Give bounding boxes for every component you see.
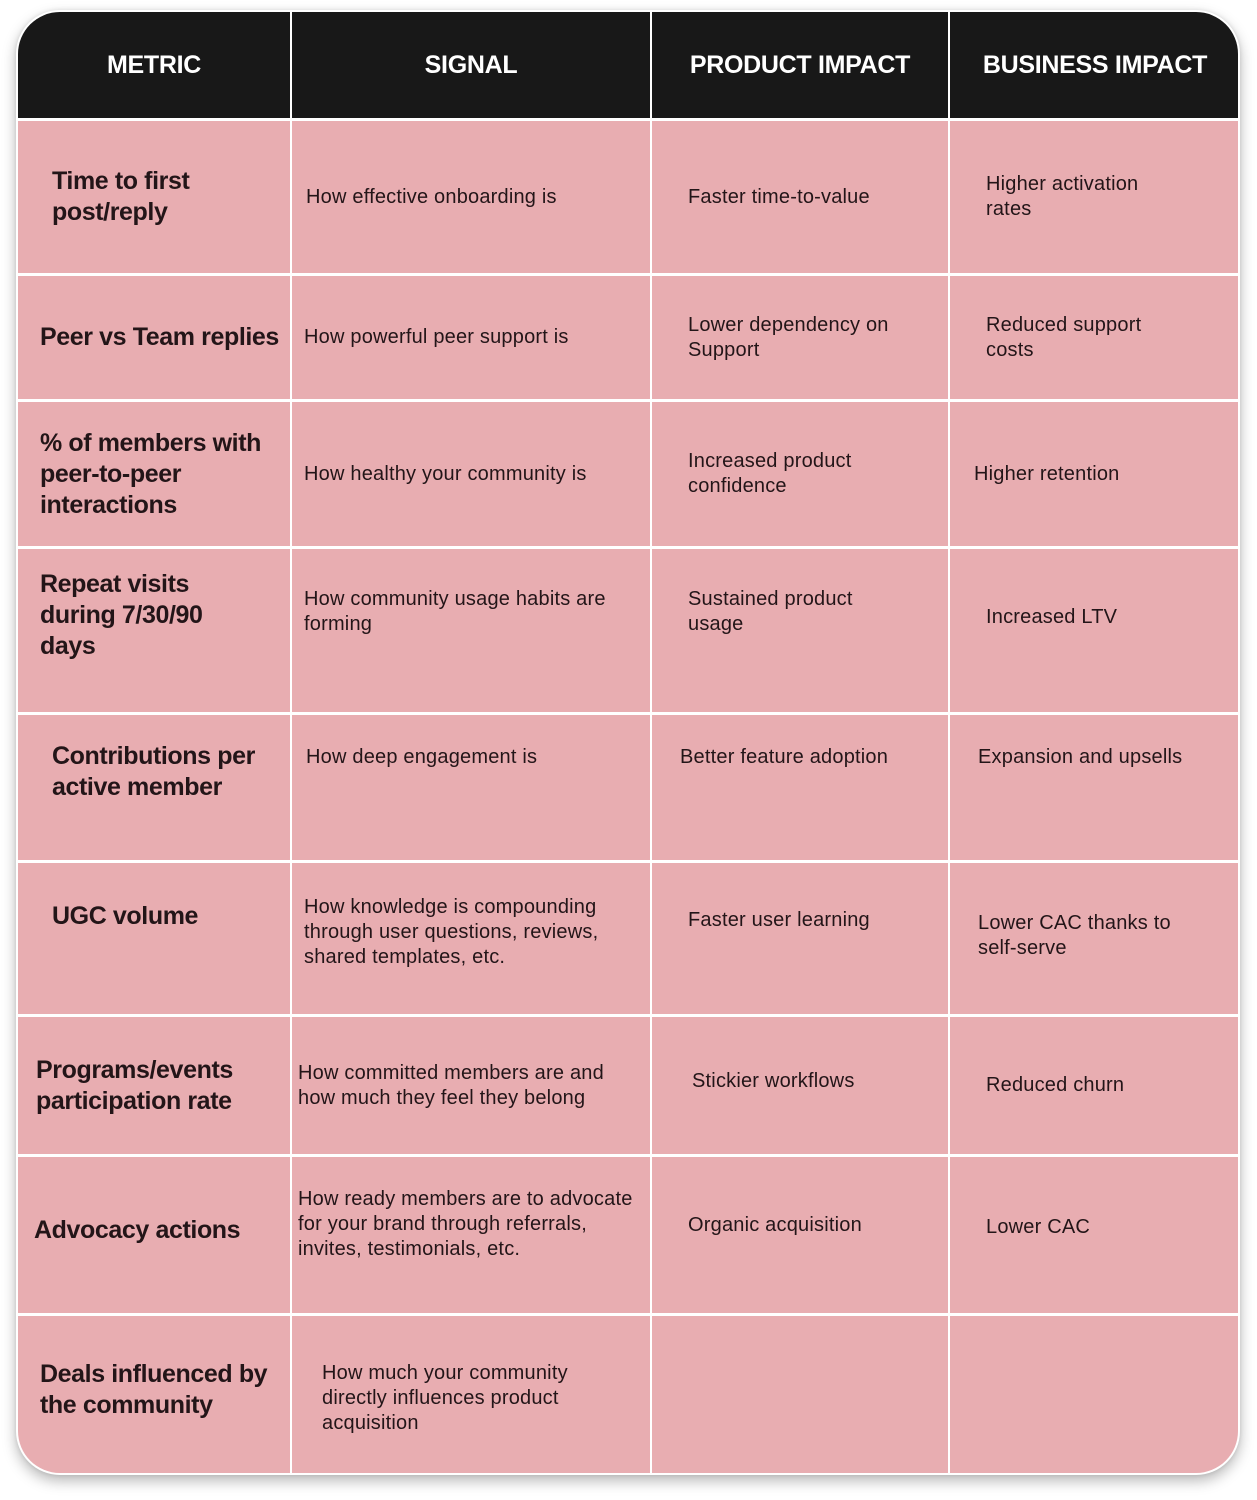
business-impact-cell: Higher retention (950, 402, 1238, 546)
header-metric: METRIC (18, 12, 290, 118)
business-impact-cell: Expansion and upsells (950, 715, 1238, 860)
signal-text: How powerful peer support is (304, 326, 569, 348)
business-impact-text: Reduced support costs (986, 313, 1142, 361)
metric-cell: Time to first post/reply (18, 121, 290, 273)
product-impact-text: Faster user learning (688, 909, 870, 931)
signal-cell: How ready members are to advocate for yo… (292, 1157, 650, 1313)
business-impact-cell: Lower CAC thanks to self-serve (950, 863, 1238, 1014)
product-impact-text: Lower dependency on Support (688, 313, 889, 361)
signal-cell: How committed members are and how much t… (292, 1017, 650, 1154)
metric-text: Advocacy actions (34, 1215, 241, 1244)
business-impact-cell: Increased LTV (950, 549, 1238, 712)
product-impact-text: Faster time-to-value (688, 185, 870, 208)
signal-cell: How healthy your community is (292, 402, 650, 546)
product-impact-text: Better feature adoption (680, 746, 889, 768)
business-impact-text: Higher activation rates (986, 173, 1139, 220)
signal-text: How ready members are to advocate for yo… (298, 1187, 633, 1260)
metric-cell: Programs/events participation rate (18, 1017, 290, 1154)
business-impact-text: Higher retention (974, 462, 1120, 485)
metric-text: Contributions per active member (52, 742, 255, 801)
metric-cell: Deals influenced by the community (18, 1316, 290, 1473)
header-product-impact: PRODUCT IMPACT (652, 12, 948, 118)
product-impact-cell: Increased product confidence (652, 402, 948, 546)
product-impact-text: Organic acquisition (688, 1213, 862, 1236)
product-impact-cell (652, 1316, 948, 1473)
metric-text: Time to first post/reply (52, 167, 190, 226)
business-impact-cell: Reduced churn (950, 1017, 1238, 1154)
product-impact-cell: Sustained product usage (652, 549, 948, 712)
metric-text: Repeat visits during 7/30/90 days (40, 570, 203, 660)
business-impact-cell: Lower CAC (950, 1157, 1238, 1313)
metric-cell: Peer vs Team replies (18, 276, 290, 399)
metric-cell: Advocacy actions (18, 1157, 290, 1313)
signal-cell: How knowledge is compounding through use… (292, 863, 650, 1014)
business-impact-cell: Higher activation rates (950, 121, 1238, 273)
signal-text: How community usage habits are forming (304, 587, 606, 635)
product-impact-cell: Organic acquisition (652, 1157, 948, 1313)
signal-cell: How powerful peer support is (292, 276, 650, 399)
metric-cell: Repeat visits during 7/30/90 days (18, 549, 290, 712)
signal-text: How deep engagement is (306, 746, 538, 768)
signal-cell: How much your community directly influen… (292, 1316, 650, 1473)
signal-text: How much your community directly influen… (322, 1362, 568, 1434)
metrics-table: METRIC SIGNAL PRODUCT IMPACT BUSINESS IM… (18, 12, 1238, 1473)
metric-cell: UGC volume (18, 863, 290, 1014)
business-impact-text: Increased LTV (986, 606, 1118, 628)
header-business-impact: BUSINESS IMPACT (950, 12, 1238, 118)
product-impact-cell: Faster user learning (652, 863, 948, 1014)
metric-text: Programs/events participation rate (36, 1055, 233, 1115)
signal-cell: How community usage habits are forming (292, 549, 650, 712)
business-impact-cell (950, 1316, 1238, 1473)
business-impact-text: Lower CAC thanks to self-serve (978, 912, 1171, 959)
signal-text: How knowledge is compounding through use… (304, 896, 599, 968)
header-signal: SIGNAL (292, 12, 650, 118)
business-impact-text: Lower CAC (986, 1215, 1091, 1238)
metric-text: Peer vs Team replies (40, 323, 279, 351)
signal-cell: How deep engagement is (292, 715, 650, 860)
signal-text: How effective onboarding is (306, 185, 557, 208)
product-impact-cell: Stickier workflows (652, 1017, 948, 1154)
product-impact-cell: Lower dependency on Support (652, 276, 948, 399)
product-impact-text: Increased product confidence (688, 450, 852, 497)
metric-text: Deals influenced by the community (40, 1359, 268, 1419)
product-impact-cell: Faster time-to-value (652, 121, 948, 273)
signal-text: How committed members are and how much t… (298, 1061, 604, 1109)
metric-text: % of members with peer-to-peer interacti… (40, 428, 262, 519)
business-impact-cell: Reduced support costs (950, 276, 1238, 399)
business-impact-text: Reduced churn (986, 1074, 1125, 1096)
metric-text: UGC volume (52, 902, 199, 930)
business-impact-text: Expansion and upsells (978, 746, 1183, 768)
metric-cell: % of members with peer-to-peer interacti… (18, 402, 290, 546)
metric-cell: Contributions per active member (18, 715, 290, 860)
product-impact-cell: Better feature adoption (652, 715, 948, 860)
product-impact-text: Sustained product usage (688, 587, 853, 635)
signal-cell: How effective onboarding is (292, 121, 650, 273)
product-impact-text: Stickier workflows (692, 1070, 855, 1092)
signal-text: How healthy your community is (304, 462, 587, 485)
